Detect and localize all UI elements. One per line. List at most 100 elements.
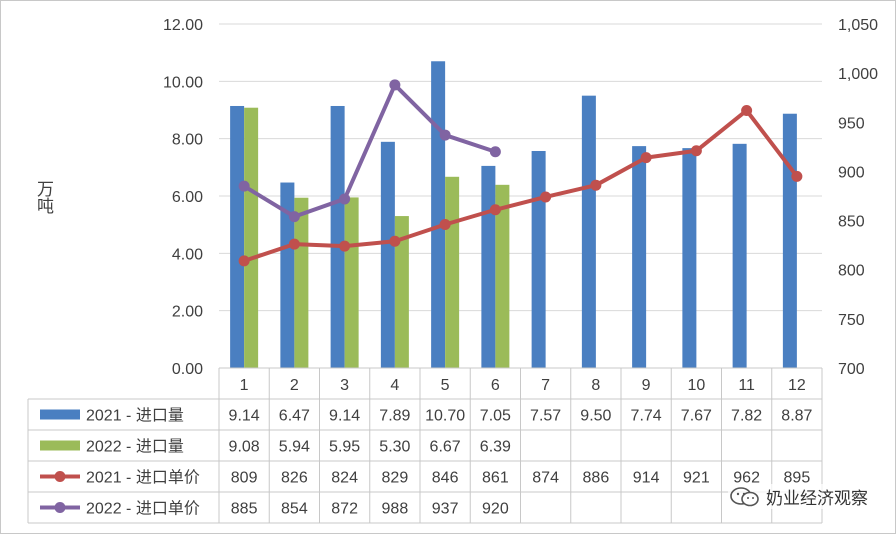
bar-2022 [344, 197, 359, 368]
line-point [288, 238, 300, 250]
category-label: 2 [290, 377, 299, 394]
watermark: 奶业经济观察 [728, 484, 870, 509]
series-line [243, 108, 799, 263]
bar-2021 [531, 150, 546, 368]
data-label: 9.08 [229, 439, 260, 456]
data-label: 872 [331, 501, 358, 518]
bar-2021 [481, 165, 496, 368]
category-label: 12 [788, 377, 806, 394]
category-label: 11 [738, 377, 755, 394]
data-label: 7.05 [480, 408, 511, 425]
data-label: 5.95 [329, 439, 360, 456]
data-label: 5.94 [279, 439, 310, 456]
bar-2021 [732, 143, 747, 368]
data-label: 886 [583, 470, 610, 487]
line-point [288, 211, 300, 223]
data-label: 7.89 [379, 408, 410, 425]
data-label: 829 [382, 470, 409, 487]
data-label: 885 [231, 501, 258, 518]
legend-label: 2022 - 进口单价 [86, 500, 200, 518]
y2-tick-label: 900 [838, 164, 865, 181]
data-label: 7.57 [530, 408, 561, 425]
category-label: 10 [687, 377, 705, 394]
line-point [640, 152, 652, 164]
data-label: 826 [281, 470, 308, 487]
data-label: 846 [432, 470, 459, 487]
legend-marker [54, 471, 66, 482]
y-tick-label: 4.00 [172, 246, 203, 263]
bar-2021 [581, 95, 596, 369]
data-label: 9.14 [229, 408, 260, 425]
legend-label: 2021 - 进口量 [86, 407, 184, 425]
line-point [339, 193, 351, 205]
bar-2021 [632, 146, 647, 368]
series-line [243, 82, 497, 219]
data-label: 854 [281, 501, 308, 518]
data-label: 5.30 [379, 439, 410, 456]
bar-2021 [330, 105, 345, 368]
y2-tick-label: 1,000 [838, 66, 878, 83]
legend-swatch [40, 440, 80, 451]
line-point [741, 104, 753, 116]
line-point [238, 180, 250, 192]
line-point [339, 240, 351, 252]
y2-tick-label: 800 [838, 263, 865, 280]
y2-tick-label: 700 [838, 361, 865, 378]
data-label: 9.14 [329, 408, 360, 425]
bar-2022 [294, 197, 309, 368]
data-label: 9.50 [580, 408, 611, 425]
data-label: 824 [331, 470, 358, 487]
data-label: 874 [532, 470, 559, 487]
y-tick-label: 10.00 [163, 74, 203, 91]
bar-2021 [280, 182, 295, 368]
data-label: 920 [482, 501, 509, 518]
bar-2021 [682, 148, 697, 368]
line-point [540, 191, 552, 203]
line-point [791, 170, 803, 182]
data-label: 861 [482, 470, 509, 487]
data-label: 10.70 [425, 408, 465, 425]
line-point [389, 235, 401, 247]
category-label: 9 [642, 377, 651, 394]
category-label: 4 [390, 377, 399, 394]
data-label: 962 [733, 470, 760, 487]
data-label: 914 [633, 470, 660, 487]
bar-2021 [431, 61, 446, 369]
y2-tick-label: 750 [838, 312, 865, 329]
legend-label: 2021 - 进口单价 [86, 469, 200, 487]
line-point [238, 255, 250, 267]
bar-2021 [230, 105, 245, 368]
category-label: 6 [491, 377, 500, 394]
data-label: 6.39 [480, 439, 511, 456]
data-label: 6.67 [430, 439, 461, 456]
y2-tick-label: 850 [838, 214, 865, 231]
line-point [590, 179, 602, 191]
bar-2022 [445, 176, 460, 368]
y-tick-label: 12.00 [163, 17, 203, 34]
line-point [690, 145, 702, 157]
category-label: 7 [541, 377, 550, 394]
category-label: 8 [591, 377, 600, 394]
wechat-icon [730, 486, 759, 506]
data-label: 895 [784, 470, 811, 487]
bar-2022 [495, 184, 510, 368]
category-label: 5 [441, 377, 450, 394]
legend-swatch [40, 409, 80, 420]
bar-2022 [244, 107, 259, 368]
line-point [489, 204, 501, 216]
data-label: 937 [432, 501, 459, 518]
y-tick-label: 6.00 [172, 189, 203, 206]
bar-2022 [394, 216, 409, 368]
legend-label: 2022 - 进口量 [86, 438, 184, 456]
line-point [389, 79, 401, 91]
y2-tick-label: 1,050 [838, 17, 878, 34]
line-point [439, 129, 451, 141]
y-tick-label: 0.00 [172, 361, 203, 378]
line-point [439, 219, 451, 231]
bar-2021 [782, 113, 797, 368]
data-label: 809 [231, 470, 258, 487]
data-label: 988 [382, 501, 409, 518]
watermark-text: 奶业经济观察 [766, 489, 868, 509]
bar-2021 [380, 141, 395, 368]
data-label: 7.74 [631, 408, 662, 425]
